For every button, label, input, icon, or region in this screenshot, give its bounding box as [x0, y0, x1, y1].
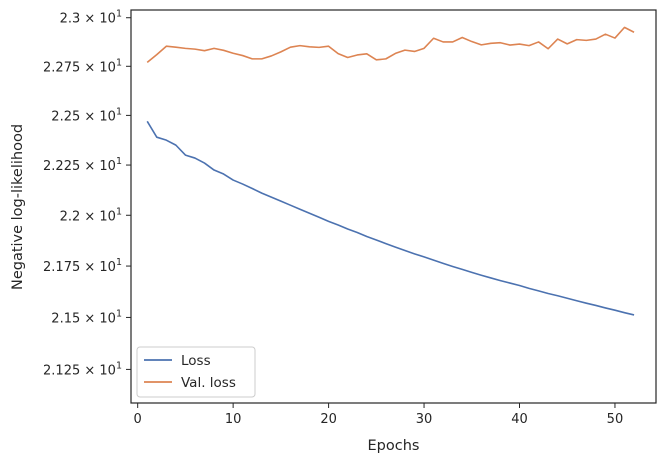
y-tick-label: 2.2 × 101 [60, 206, 122, 224]
y-tick-label: 2.225 × 101 [43, 156, 122, 174]
y-tick-label: 2.15 × 101 [51, 308, 122, 326]
series-layer [146, 26, 635, 316]
x-tick-label: 50 [607, 412, 624, 427]
y-tick-label: 2.25 × 101 [51, 106, 122, 124]
x-tick-label: 40 [511, 412, 528, 427]
series-line-loss [146, 120, 635, 316]
x-tick-label: 10 [225, 412, 242, 427]
x-axis: 0 10 20 30 40 50 [134, 403, 624, 427]
y-tick-label: 2.175 × 101 [43, 257, 122, 275]
y-tick-label: 2.275 × 101 [43, 57, 122, 75]
x-tick-label: 20 [320, 412, 337, 427]
y-axis-label: Negative log-likelihood [10, 124, 26, 290]
series-line-val-loss [146, 26, 635, 64]
y-tick-label: 2.3 × 101 [60, 9, 122, 27]
x-tick-label: 0 [134, 412, 142, 427]
y-axis: 2.125 × 101 2.15 × 101 2.175 × 101 2.2 × 10… [43, 9, 131, 378]
legend-label-val-loss: Val. loss [181, 375, 236, 391]
x-tick-label: 30 [416, 412, 433, 427]
plot-background [131, 10, 656, 403]
legend: Loss Val. loss [136, 346, 256, 398]
x-axis-label: Epochs [368, 438, 420, 454]
legend-label-loss: Loss [181, 353, 211, 369]
plot-frame [130, 9, 657, 404]
y-tick-label: 2.125 × 101 [43, 360, 122, 378]
